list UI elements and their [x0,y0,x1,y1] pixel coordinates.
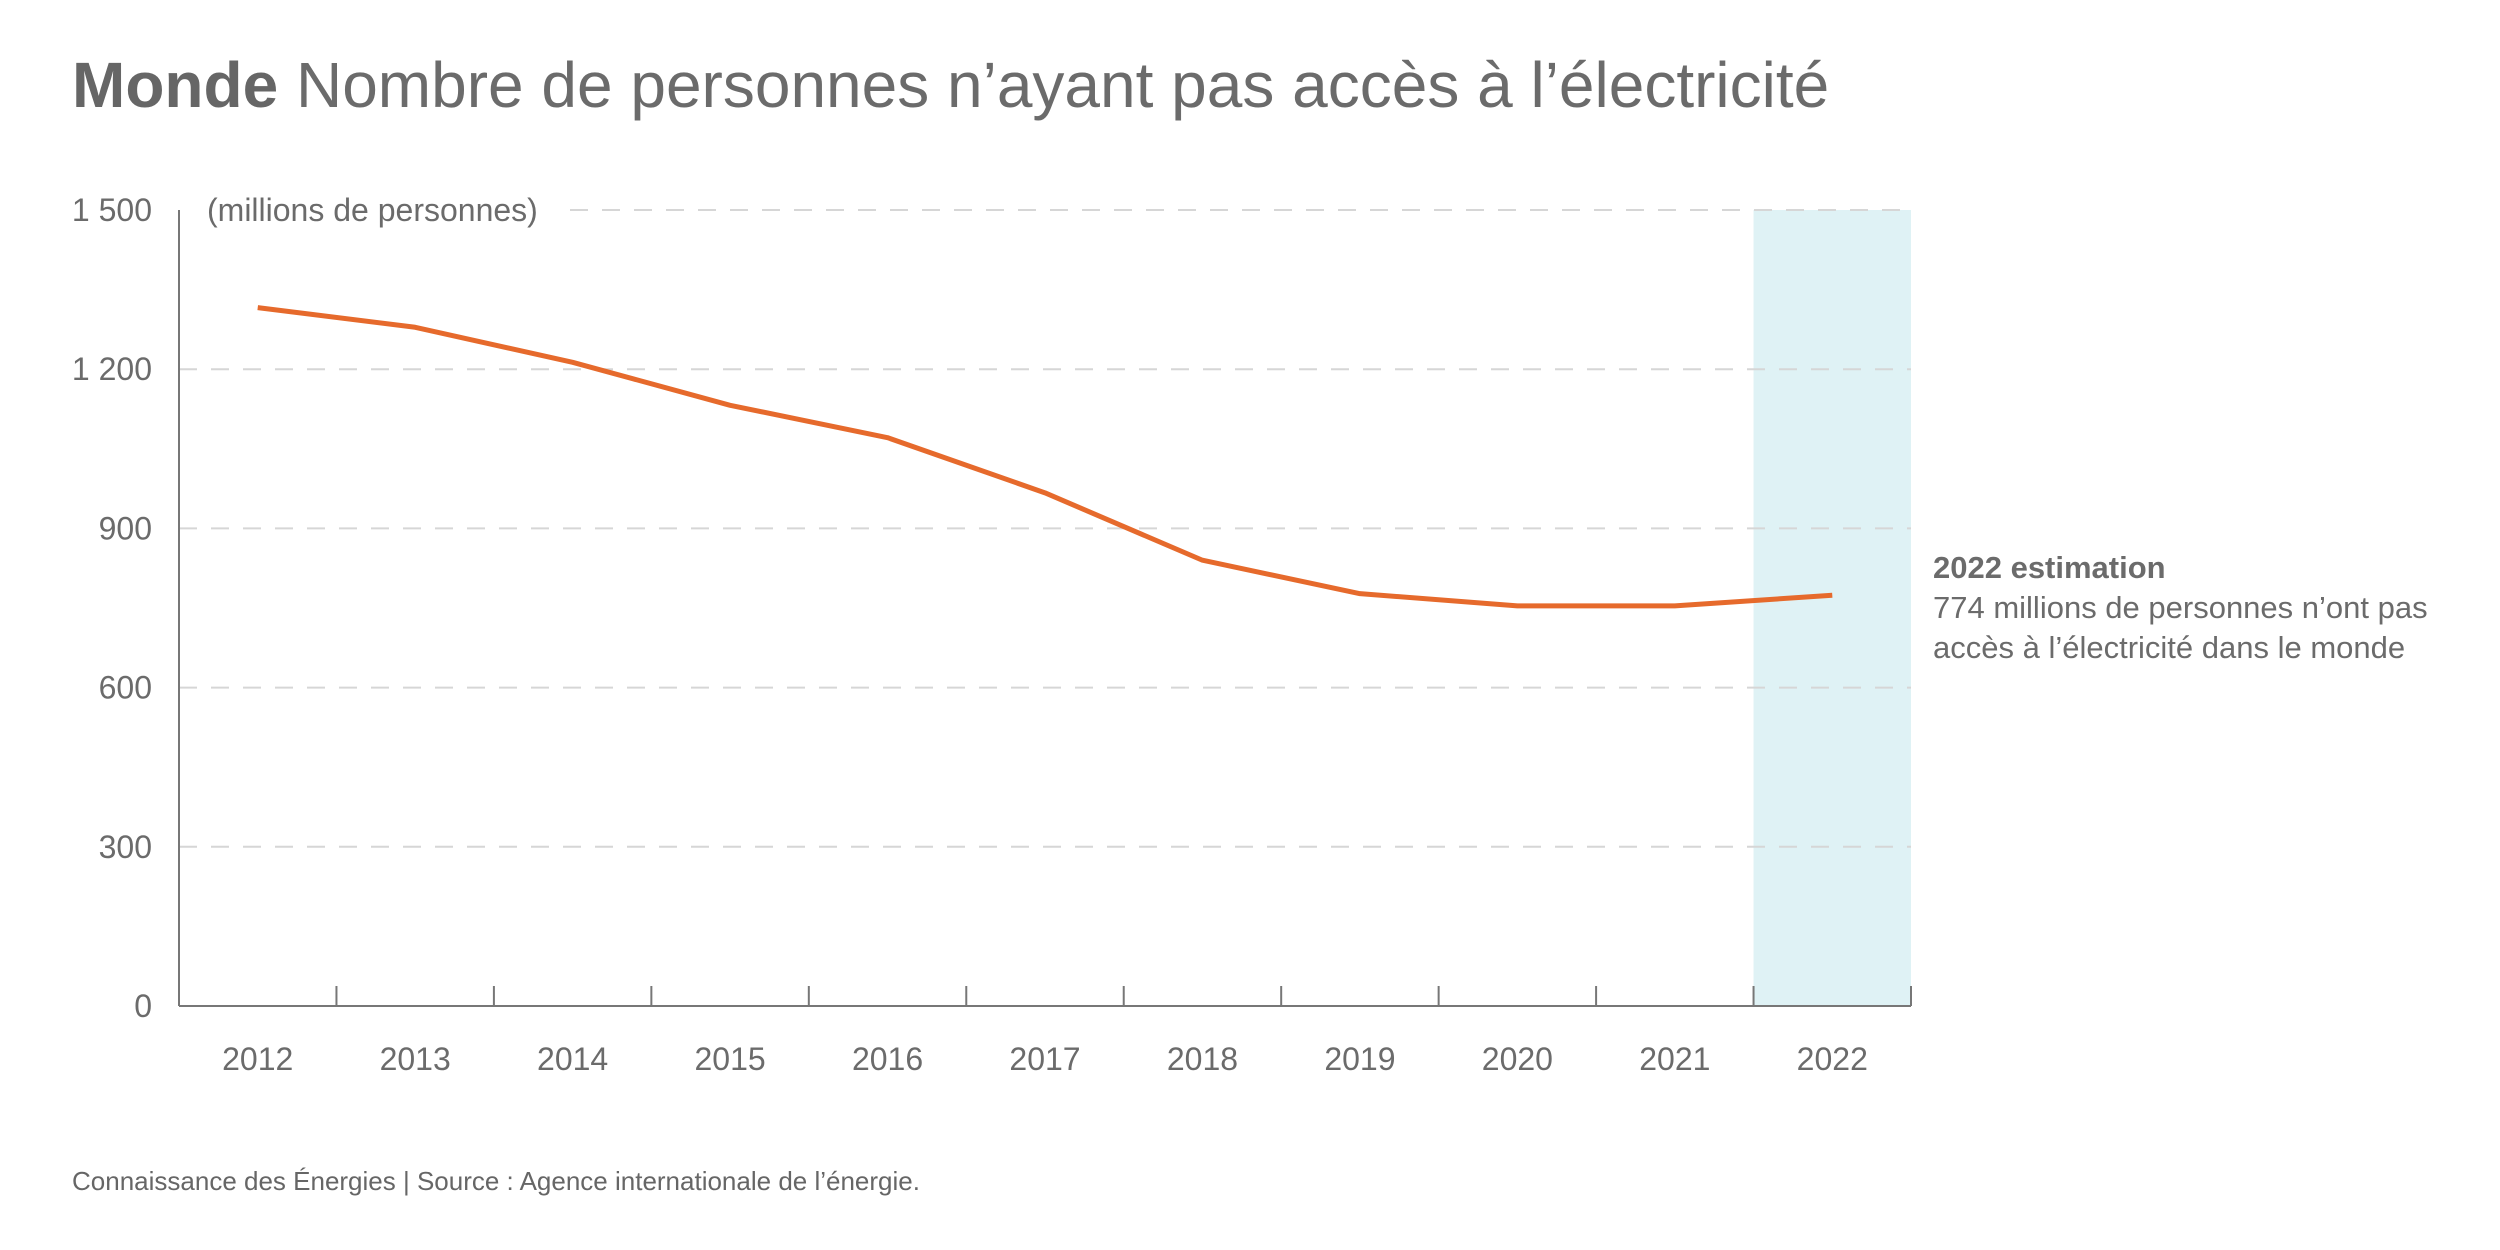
estimate-highlight-band [1753,210,1911,1006]
title-text: Nombre de personnes n’ayant pas accès à … [295,49,1830,121]
x-tick-label: 2014 [537,1041,608,1077]
x-tick-label: 2020 [1482,1041,1553,1077]
x-tick-label: 2016 [852,1041,923,1077]
x-tick-label: 2019 [1324,1041,1395,1077]
x-tick-label: 2017 [1009,1041,1080,1077]
y-tick-label: 0 [134,988,152,1024]
y-axis-label: (millions de personnes) [207,192,538,228]
x-tick-label: 2021 [1639,1041,1710,1077]
source-footer: Connaissance des Énergies | Source : Age… [72,1166,920,1196]
chart-title: Monde Nombre de personnes n’ayant pas ac… [72,48,1829,122]
series-line [257,305,1833,609]
x-tick-label: 2022 [1797,1041,1868,1077]
y-tick-label: 1 500 [72,192,152,228]
annotation-line-1: 774 millions de personnes n’ont pas [1933,590,2428,625]
annotation-line-2: accès à l’électricité dans le monde [1933,630,2406,665]
title-region: Monde [72,49,279,121]
y-tick-label: 1 200 [72,351,152,387]
annotation-heading: 2022 estimation [1933,550,2166,585]
x-tick-label: 2013 [380,1041,451,1077]
y-tick-label: 600 [99,670,152,706]
y-tick-label: 900 [99,510,152,546]
x-tick-label: 2018 [1167,1041,1238,1077]
annotation: 2022 estimation 774 millions de personne… [1933,548,2428,668]
y-tick-label: 300 [99,829,152,865]
x-tick-label: 2015 [694,1041,765,1077]
x-tick-label: 2012 [222,1041,293,1077]
